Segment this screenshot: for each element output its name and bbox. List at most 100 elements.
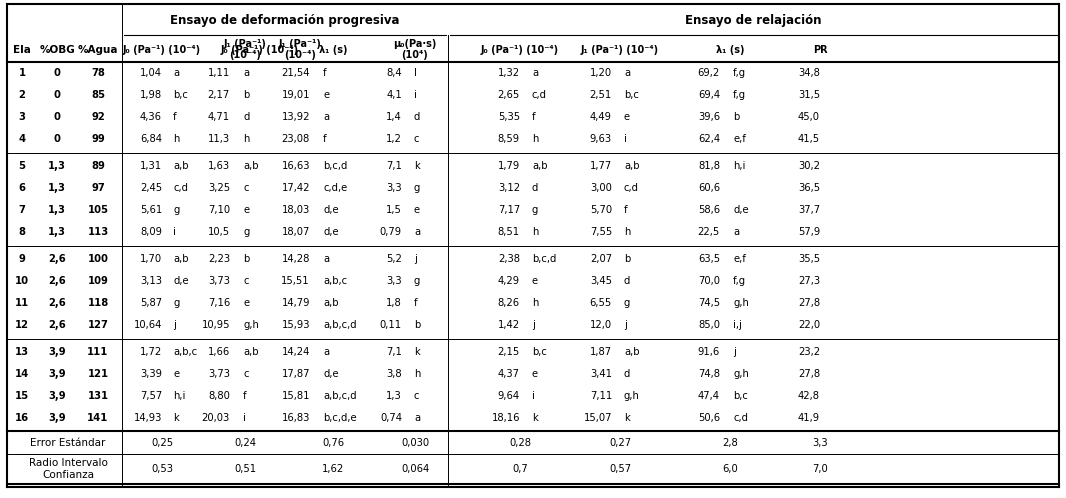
Text: 19,01: 19,01	[281, 90, 310, 100]
Text: e: e	[532, 369, 538, 379]
Text: 23,08: 23,08	[281, 134, 310, 144]
Text: 1,4: 1,4	[386, 112, 402, 122]
Text: 63,5: 63,5	[698, 254, 720, 264]
Text: a,b,c,d: a,b,c,d	[323, 391, 357, 401]
Text: 1,04: 1,04	[140, 68, 162, 78]
Text: 2,17: 2,17	[208, 90, 230, 100]
Text: 35,5: 35,5	[797, 254, 820, 264]
Text: 85,0: 85,0	[698, 320, 720, 330]
Text: 118: 118	[87, 298, 109, 308]
Text: 2,65: 2,65	[498, 90, 520, 100]
Text: 6,55: 6,55	[589, 298, 612, 308]
Text: 3,41: 3,41	[589, 369, 612, 379]
Text: 3: 3	[18, 112, 26, 122]
Text: j: j	[532, 320, 535, 330]
Text: a: a	[414, 227, 420, 237]
Text: 121: 121	[87, 369, 109, 379]
Text: 0,57: 0,57	[609, 464, 631, 474]
Text: 6,84: 6,84	[140, 134, 162, 144]
Text: 18,03: 18,03	[281, 205, 310, 215]
Text: c,d,e: c,d,e	[323, 183, 348, 193]
Text: 0,7: 0,7	[512, 464, 528, 474]
Text: Ensayo de relajación: Ensayo de relajación	[685, 14, 822, 27]
Text: g: g	[173, 205, 179, 215]
Text: 4,71: 4,71	[208, 112, 230, 122]
Text: d,e: d,e	[323, 227, 339, 237]
Text: f,g: f,g	[733, 276, 746, 286]
Text: 34,8: 34,8	[798, 68, 820, 78]
Text: a,b: a,b	[243, 161, 258, 171]
Text: d: d	[624, 369, 630, 379]
Text: 15,93: 15,93	[281, 320, 310, 330]
Text: 5,2: 5,2	[386, 254, 402, 264]
Text: 27,8: 27,8	[797, 369, 820, 379]
Text: a,b,c: a,b,c	[173, 347, 197, 357]
Text: 14,28: 14,28	[281, 254, 310, 264]
Text: 0: 0	[53, 90, 61, 100]
Text: c: c	[414, 391, 420, 401]
Text: i: i	[624, 134, 627, 144]
Text: h,i: h,i	[733, 161, 745, 171]
Text: e: e	[243, 298, 249, 308]
Text: 3,9: 3,9	[48, 347, 66, 357]
Text: k: k	[624, 413, 630, 423]
Text: a: a	[532, 68, 538, 78]
Text: 18,16: 18,16	[491, 413, 520, 423]
Text: 42,8: 42,8	[798, 391, 820, 401]
Text: 1,3: 1,3	[48, 205, 66, 215]
Text: 31,5: 31,5	[797, 90, 820, 100]
Text: 7,17: 7,17	[498, 205, 520, 215]
Text: 1,2: 1,2	[386, 134, 402, 144]
Text: 2,6: 2,6	[48, 320, 66, 330]
Text: 16: 16	[15, 413, 29, 423]
Text: 3,3: 3,3	[812, 438, 828, 448]
Text: 23,2: 23,2	[797, 347, 820, 357]
Text: c: c	[243, 276, 248, 286]
Text: 74,5: 74,5	[698, 298, 720, 308]
Text: j: j	[624, 320, 627, 330]
Text: a,b: a,b	[173, 254, 189, 264]
Text: 81,8: 81,8	[698, 161, 720, 171]
Text: 13,92: 13,92	[281, 112, 310, 122]
Text: a: a	[624, 68, 630, 78]
Text: 0: 0	[53, 112, 61, 122]
Text: k: k	[532, 413, 537, 423]
Text: 1,98: 1,98	[140, 90, 162, 100]
Text: a: a	[733, 227, 739, 237]
Text: f: f	[414, 298, 418, 308]
Text: 11: 11	[15, 298, 29, 308]
Text: 1,72: 1,72	[140, 347, 162, 357]
Text: 36,5: 36,5	[797, 183, 820, 193]
Text: 11,3: 11,3	[208, 134, 230, 144]
Text: 8,51: 8,51	[498, 227, 520, 237]
Text: 0,79: 0,79	[379, 227, 402, 237]
Text: 1,32: 1,32	[498, 68, 520, 78]
Text: 8,4: 8,4	[386, 68, 402, 78]
Text: f: f	[243, 391, 246, 401]
Text: 30,2: 30,2	[798, 161, 820, 171]
Text: 3,9: 3,9	[48, 413, 66, 423]
Text: 5,70: 5,70	[589, 205, 612, 215]
Text: 9: 9	[18, 254, 26, 264]
Text: c,d: c,d	[532, 90, 547, 100]
Text: f: f	[173, 112, 177, 122]
Text: 5,61: 5,61	[140, 205, 162, 215]
Text: 100: 100	[87, 254, 109, 264]
Text: a: a	[323, 254, 329, 264]
Text: 70,0: 70,0	[698, 276, 720, 286]
Text: 0,030: 0,030	[401, 438, 429, 448]
Text: h,i: h,i	[173, 391, 185, 401]
Text: 37,7: 37,7	[797, 205, 820, 215]
Text: 1,5: 1,5	[386, 205, 402, 215]
Text: 17,87: 17,87	[281, 369, 310, 379]
Text: 69,4: 69,4	[698, 90, 720, 100]
Text: f: f	[532, 112, 535, 122]
Text: i: i	[243, 413, 246, 423]
Text: d,e: d,e	[173, 276, 189, 286]
Text: 0,27: 0,27	[609, 438, 631, 448]
Text: g,h: g,h	[624, 391, 640, 401]
Text: 27,8: 27,8	[797, 298, 820, 308]
Text: c: c	[243, 183, 248, 193]
Text: c,d: c,d	[173, 183, 188, 193]
Text: 18,07: 18,07	[281, 227, 310, 237]
